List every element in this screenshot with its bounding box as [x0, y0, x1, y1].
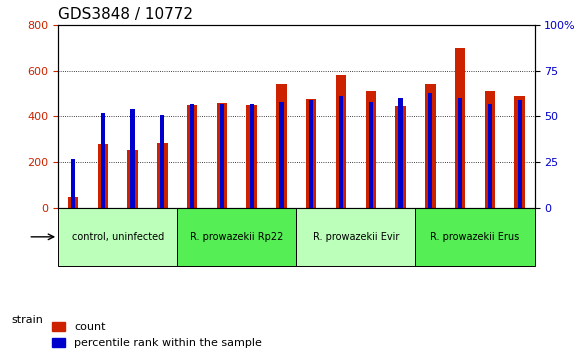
- Text: R. prowazekii Evir: R. prowazekii Evir: [313, 232, 399, 242]
- FancyBboxPatch shape: [296, 208, 415, 266]
- Bar: [190, 104, 194, 208]
- Bar: [101, 113, 105, 208]
- Bar: [339, 96, 343, 208]
- Bar: [217, 103, 227, 208]
- Bar: [306, 99, 317, 208]
- Bar: [160, 115, 164, 208]
- Text: R. prowazekii Rp22: R. prowazekii Rp22: [190, 232, 284, 242]
- Bar: [127, 150, 138, 208]
- Legend: count, percentile rank within the sample: count, percentile rank within the sample: [52, 322, 262, 348]
- Text: control, uninfected: control, uninfected: [71, 232, 164, 242]
- Bar: [309, 100, 313, 208]
- Bar: [68, 197, 78, 208]
- Bar: [458, 98, 462, 208]
- Text: R. prowazekii Erus: R. prowazekii Erus: [431, 232, 519, 242]
- FancyBboxPatch shape: [177, 208, 296, 266]
- Text: strain: strain: [12, 315, 44, 325]
- FancyBboxPatch shape: [415, 208, 535, 266]
- Bar: [425, 84, 436, 208]
- Bar: [131, 109, 135, 208]
- Bar: [71, 159, 75, 208]
- Bar: [455, 48, 465, 208]
- Bar: [399, 98, 403, 208]
- Bar: [250, 104, 254, 208]
- FancyBboxPatch shape: [58, 208, 177, 266]
- Bar: [246, 105, 257, 208]
- Bar: [279, 102, 284, 208]
- Bar: [488, 104, 492, 208]
- Text: GDS3848 / 10772: GDS3848 / 10772: [58, 7, 193, 22]
- Bar: [365, 91, 376, 208]
- Bar: [395, 106, 406, 208]
- Bar: [157, 143, 167, 208]
- Bar: [187, 105, 198, 208]
- Bar: [428, 93, 432, 208]
- Bar: [336, 75, 346, 208]
- Bar: [220, 104, 224, 208]
- Bar: [514, 96, 525, 208]
- Bar: [518, 100, 522, 208]
- Bar: [276, 84, 286, 208]
- Bar: [98, 144, 108, 208]
- Bar: [485, 91, 495, 208]
- Bar: [369, 102, 373, 208]
